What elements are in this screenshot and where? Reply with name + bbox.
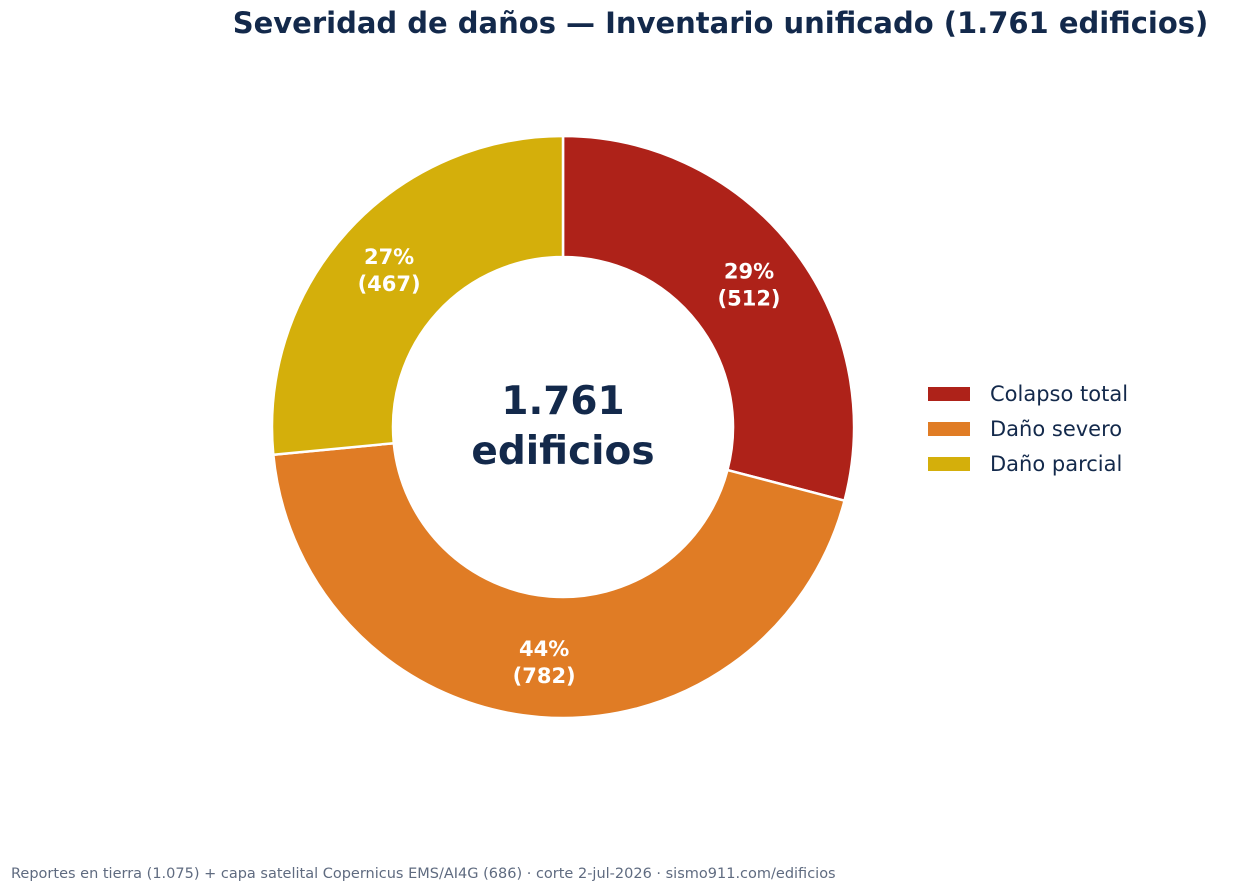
donut-slice-1 (272, 441, 846, 720)
legend-item-colapso-total: Colapso total (928, 376, 1128, 411)
chart-title: Severidad de daños — Inventario unificad… (232, 6, 1209, 40)
legend-swatch-dano-parcial (928, 456, 970, 471)
legend-label-colapso-total: Colapso total (990, 381, 1129, 406)
slice-count-label-1: (782) (513, 664, 576, 688)
legend-item-dano-parcial: Daño parcial (928, 446, 1128, 481)
legend-label-dano-parcial: Daño parcial (990, 451, 1123, 476)
donut-slice-0 (561, 134, 856, 502)
center-unit-label: edificios (471, 429, 654, 474)
source-footnote: Reportes en tierra (1.075) + capa sateli… (11, 866, 836, 882)
slice-count-label-2: (467) (358, 272, 421, 296)
slice-percent-label-2: 27% (364, 245, 414, 269)
legend-label-dano-severo: Daño severo (990, 416, 1123, 441)
legend-item-dano-severo: Daño severo (928, 411, 1128, 446)
slices-layer (270, 134, 856, 720)
donut-slice-2 (270, 134, 565, 456)
slice-labels-layer: 29% (512) 44% (782) 27% (467) (358, 245, 781, 688)
slice-percent-label-1: 44% (519, 637, 569, 661)
legend-swatch-dano-severo (928, 421, 970, 436)
slice-percent-label-0: 29% (724, 259, 774, 283)
legend-swatch-colapso-total (928, 386, 970, 401)
slice-count-label-0: (512) (718, 286, 781, 310)
legend: Colapso total Daño severo Daño parcial (928, 376, 1128, 481)
center-total-label: 1.761 (501, 379, 624, 424)
